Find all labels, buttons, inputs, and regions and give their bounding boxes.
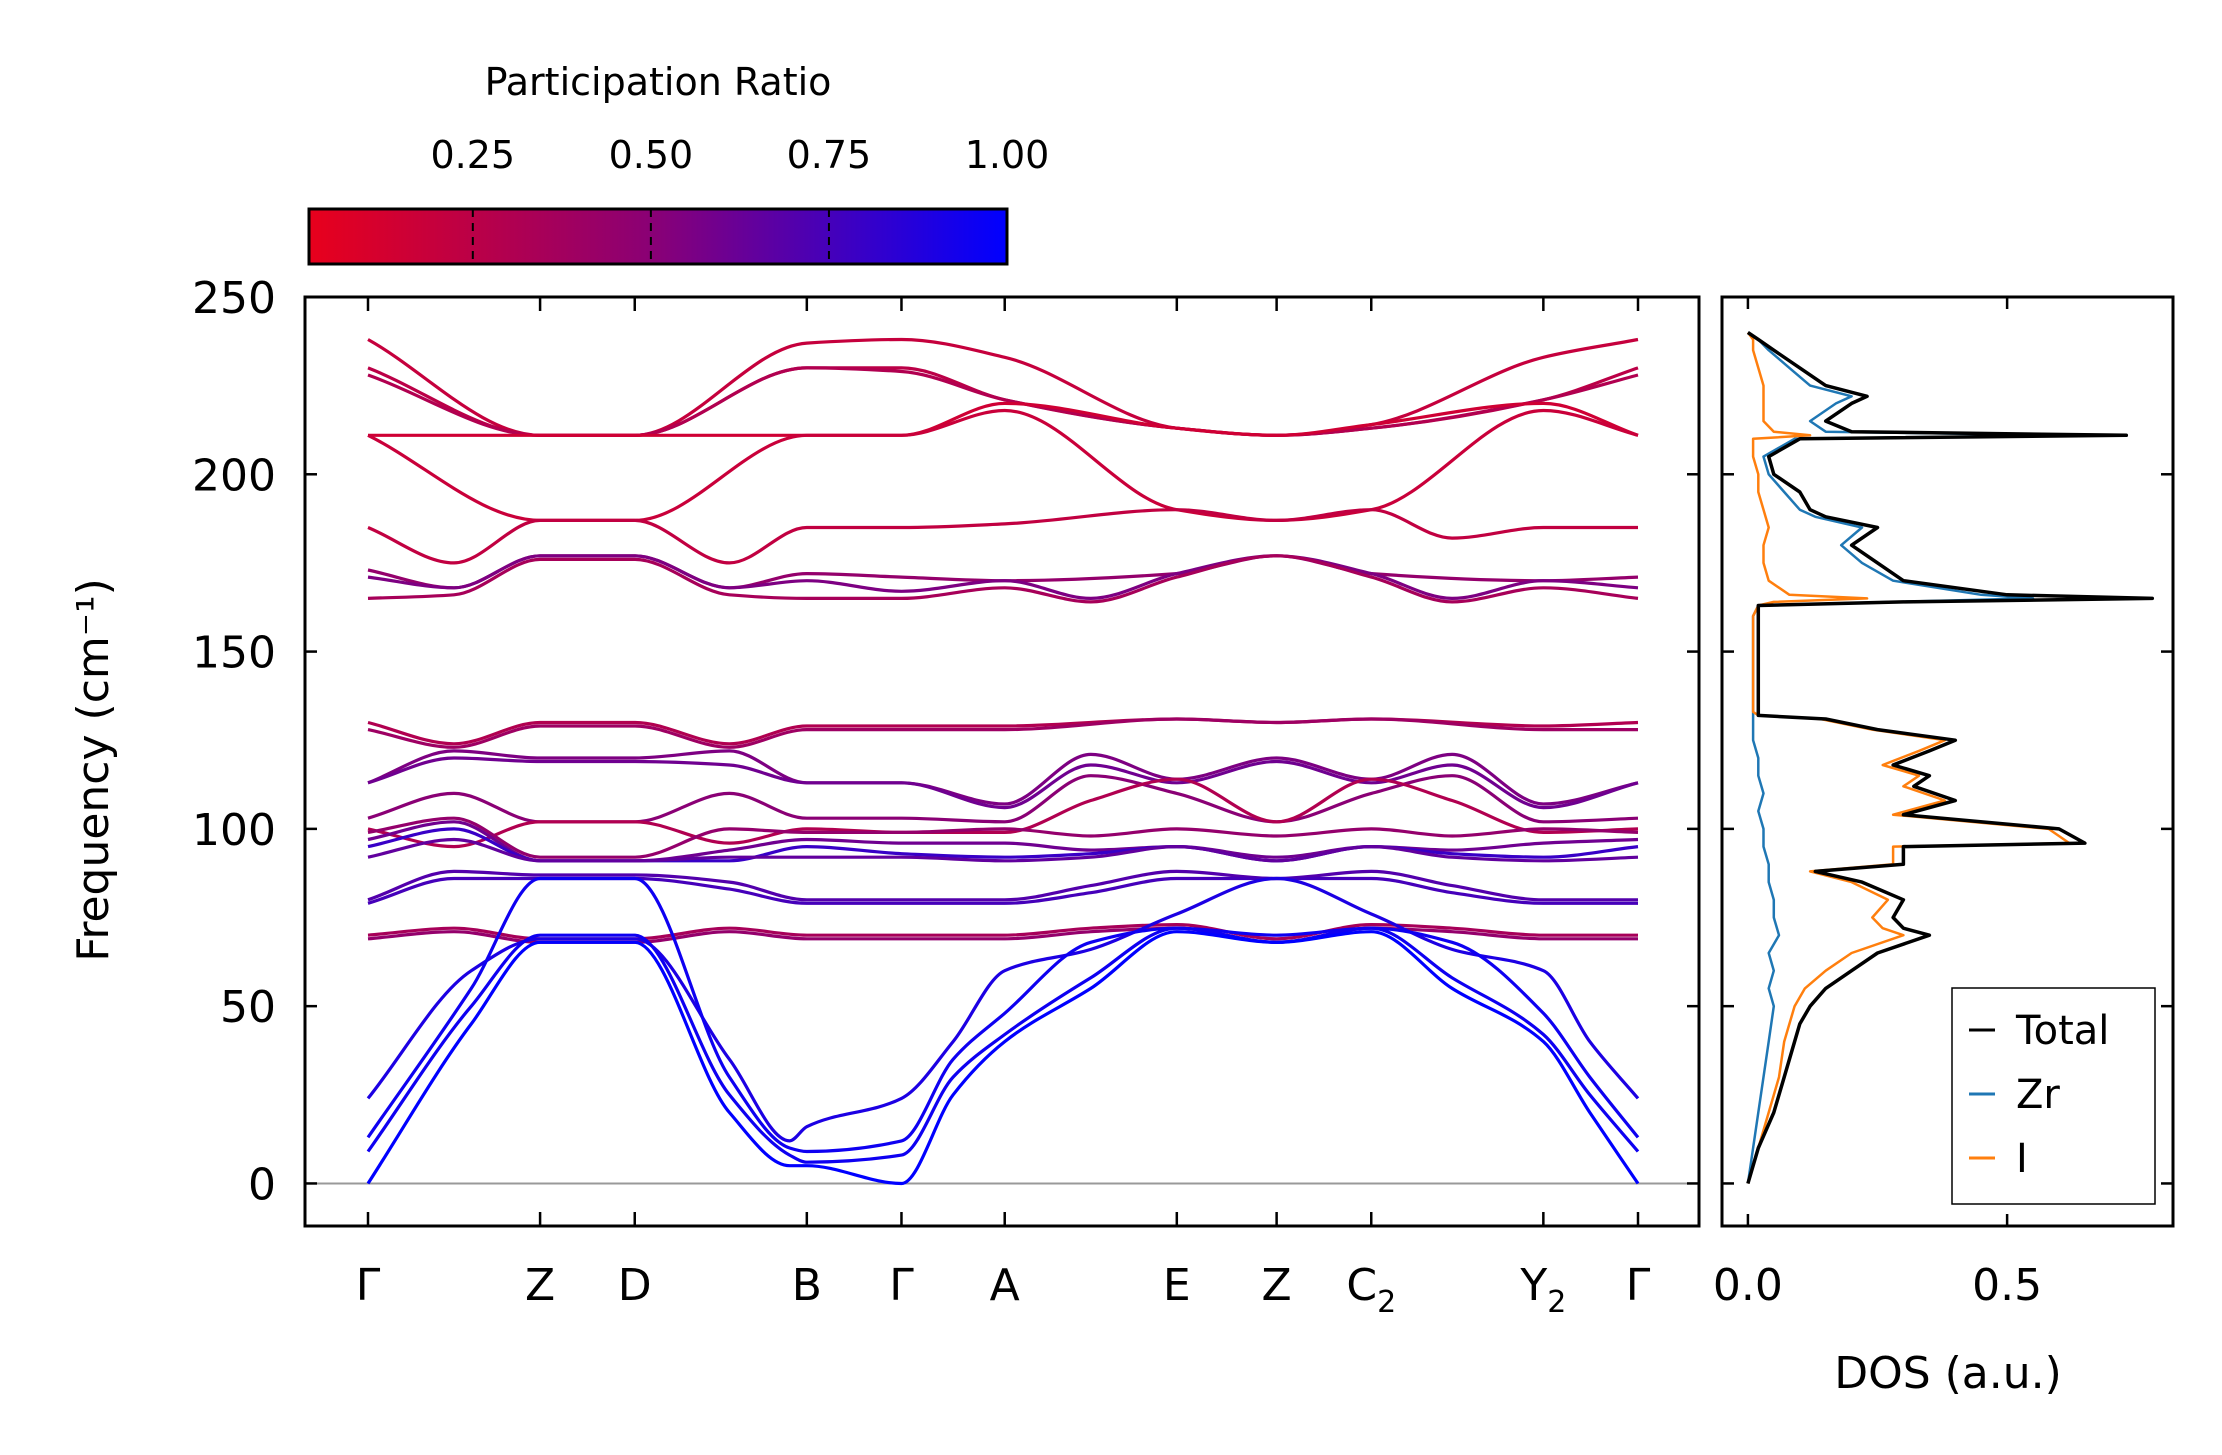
legend-box — [1951, 987, 2156, 1205]
band-line-optical-9 — [367, 554, 1639, 604]
dos-axes-frame — [1720, 295, 2175, 1228]
legend-label: Total — [2015, 1008, 2109, 1054]
legend-label: I — [2016, 1136, 2028, 1182]
legend: Total Zr I — [1951, 987, 2156, 1205]
k-point-label: Γ — [889, 1260, 914, 1311]
band-line-optical-3 — [367, 366, 1639, 437]
colorbar-ticks: 0.25 0.50 0.75 1.00 — [431, 133, 1050, 264]
k-point-label: E — [1163, 1260, 1191, 1311]
band-line-mid-7 — [367, 816, 1639, 859]
band-line-acoustic-1 — [366, 876, 1640, 1154]
band-line-mid-11 — [367, 869, 1638, 902]
dos-y-ticks — [1722, 295, 2173, 1185]
colorbar-tick-label: 0.75 — [787, 133, 872, 177]
band-line-optical-4 — [367, 401, 1639, 437]
band-line-low-3 — [366, 876, 1640, 1143]
phonon-bands — [366, 337, 1640, 1186]
dos-x-tick-label: 0.0 — [1713, 1260, 1783, 1311]
k-point-label: Y2 — [1519, 1260, 1566, 1320]
band-line-mid-10 — [367, 837, 1639, 863]
band-line-mid-4 — [367, 756, 1639, 810]
y-tick-label: 100 — [192, 805, 276, 856]
colorbar-tick-label: 0.50 — [609, 133, 694, 177]
y-axis-label: Frequency (cm⁻¹) — [68, 578, 119, 962]
band-line-acoustic-2 — [366, 926, 1640, 1164]
band-line-optical-2 — [367, 366, 1639, 437]
band-structure-panel: 0 50 100 150 200 250 Γ Z D B Γ A E Z C2 Y2 Γ Frequency … — [68, 273, 1701, 1320]
k-point-label: Z — [525, 1260, 555, 1311]
k-path-ticks: Γ Z D B Γ A E Z C2 Y2 Γ — [356, 297, 1651, 1320]
y-tick-label: 150 — [192, 628, 276, 679]
band-line-mid-2 — [367, 717, 1638, 749]
dos-x-axis-label: DOS (a.u.) — [1834, 1348, 2062, 1399]
dos-curves — [1746, 331, 2155, 1184]
band-line-optical-8 — [367, 554, 1639, 600]
band-axes-frame — [303, 295, 1701, 1228]
k-point-label: A — [990, 1260, 1020, 1311]
band-line-optical-5 — [367, 408, 1639, 523]
band-line-optical-6 — [367, 508, 1638, 565]
k-point-label: B — [792, 1260, 822, 1311]
k-point-label: Γ — [356, 1260, 381, 1311]
k-point-label: D — [618, 1260, 652, 1311]
dos-x-tick-label: 0.5 — [1972, 1260, 2042, 1311]
band-line-mid-3 — [367, 749, 1639, 806]
y-tick-label: 250 — [192, 273, 276, 324]
y-tick-label: 0 — [248, 1159, 276, 1210]
dos-x-ticks: 0.0 0.5 — [1713, 297, 2042, 1311]
colorbar-label: Participation Ratio — [485, 60, 832, 104]
colorbar-gradient — [307, 207, 1009, 266]
dos-curve-total — [1746, 331, 2155, 1184]
k-point-label: C2 — [1346, 1260, 1396, 1320]
colorbar-tick-label: 0.25 — [431, 133, 516, 177]
colorbar: Participation Ratio 0.25 0.50 0.75 1.00 — [307, 60, 1050, 266]
dos-panel: 0.0 0.5 DOS (a.u.) Total Zr I — [1713, 295, 2175, 1399]
legend-label: Zr — [2016, 1072, 2060, 1118]
y-tick-label: 50 — [220, 982, 276, 1033]
frequency-axis-ticks: 0 50 100 150 200 250 — [192, 273, 1699, 1210]
band-line-optical-1 — [367, 337, 1639, 437]
k-point-label: Γ — [1626, 1260, 1651, 1311]
y-tick-label: 200 — [192, 450, 276, 501]
colorbar-tick-label: 1.00 — [965, 133, 1050, 177]
k-point-label: Z — [1262, 1260, 1292, 1311]
band-line-mid-6 — [367, 777, 1639, 849]
band-line-acoustic-3 — [366, 930, 1640, 1186]
